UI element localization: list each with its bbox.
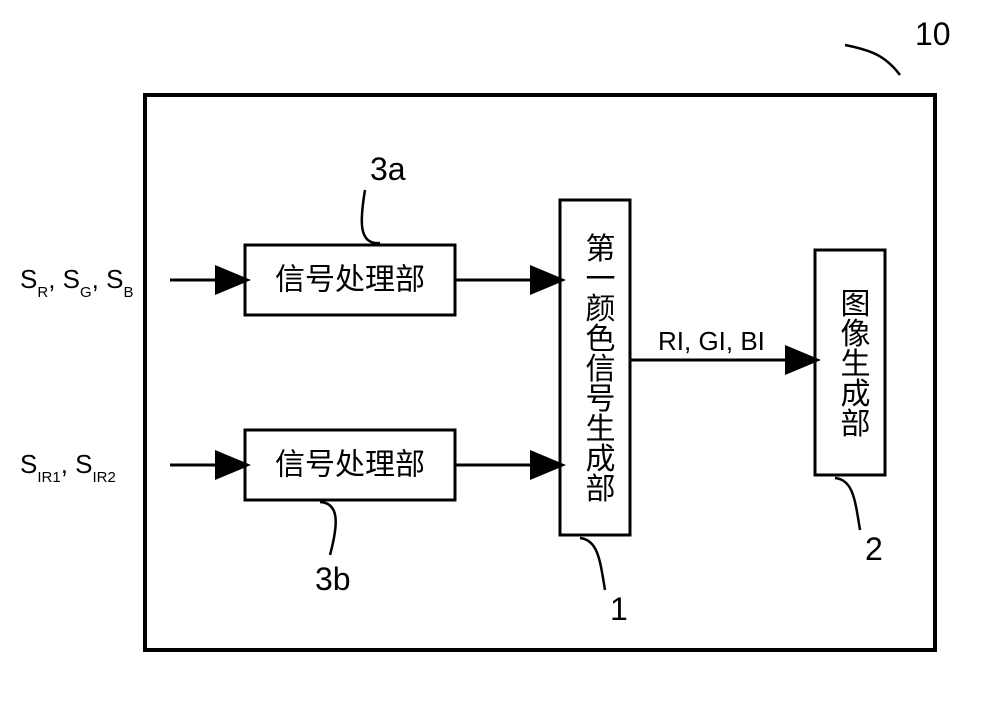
leader-label-0: 10 — [915, 16, 951, 52]
leader-line-3 — [580, 538, 605, 590]
node-label-proc_b: 信号处理部 — [275, 449, 425, 482]
leader-label-4: 2 — [865, 531, 883, 567]
leader-line-0 — [845, 45, 900, 75]
node-label-proc_a: 信号处理部 — [275, 264, 425, 297]
leader-label-3: 1 — [610, 591, 628, 627]
leader-label-1: 3a — [370, 151, 406, 187]
leader-label-2: 3b — [315, 561, 351, 597]
input-ir-label: SIR1, SIR2 — [20, 449, 116, 486]
block-diagram: 信号处理部信号处理部第一颜色信号生成部图像生成部 103a3b12 SR, SG… — [0, 0, 1000, 718]
nodes: 信号处理部信号处理部第一颜色信号生成部图像生成部 — [245, 200, 885, 535]
leader-line-2 — [320, 502, 336, 555]
input-rgb-label: SR, SG, SB — [20, 264, 133, 301]
node-label-color_gen: 第一颜色信号生成部 — [581, 233, 616, 503]
node-image_gen: 图像生成部 — [815, 250, 885, 475]
node-proc_a: 信号处理部 — [245, 245, 455, 315]
leader-line-4 — [835, 478, 860, 530]
node-proc_b: 信号处理部 — [245, 430, 455, 500]
node-color_gen: 第一颜色信号生成部 — [560, 200, 630, 535]
leader-line-1 — [362, 190, 380, 243]
output-label: RI, GI, BI — [658, 326, 765, 356]
node-label-image_gen: 图像生成部 — [836, 288, 871, 438]
